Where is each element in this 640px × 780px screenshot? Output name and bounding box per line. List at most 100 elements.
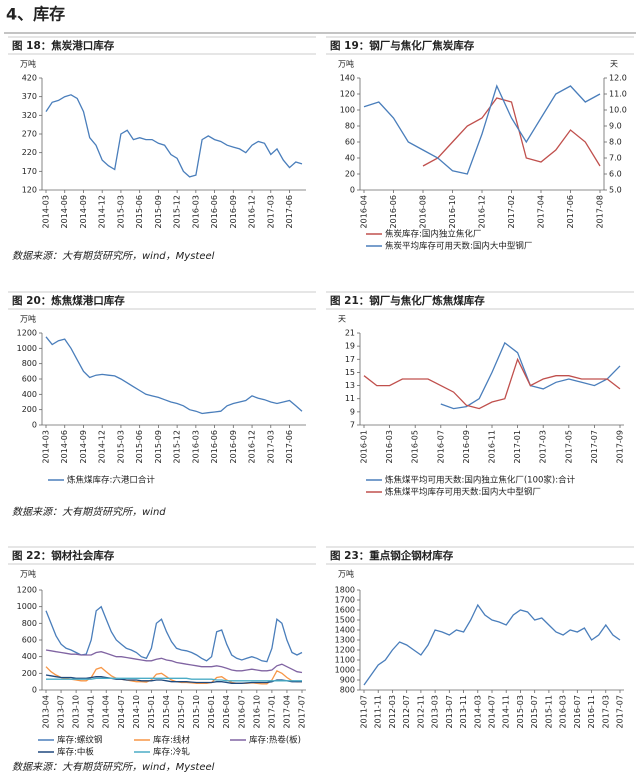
x-tick-label: 2015-09	[154, 430, 163, 463]
x-tick-label: 2017-07	[590, 430, 599, 463]
x-tick-label: 2016-09	[229, 195, 238, 228]
y-tick-label: 600	[22, 375, 37, 384]
series-line	[45, 605, 303, 663]
x-tick-label: 2016-07	[237, 695, 246, 728]
y-tick-label: 60	[345, 138, 355, 147]
x-tick-label: 2016-06	[389, 195, 398, 228]
section-title: 4、库存	[6, 5, 65, 24]
y-tick-label: 1800	[335, 586, 355, 595]
y-tick-label: 7	[350, 421, 355, 430]
y-tick-label: 9	[350, 407, 355, 416]
y2-tick-label: 11.0	[609, 90, 627, 99]
legend-label: 炼焦煤库存:六港口合计	[67, 475, 155, 486]
y-tick-label: 420	[22, 74, 37, 83]
legend-label: 库存:螺纹钢	[57, 735, 102, 746]
x-tick-label: 2016-12	[248, 430, 257, 463]
chart-title: 图 19：钢厂与焦化厂焦炭库存	[330, 39, 475, 52]
y-tick-label: 1700	[335, 596, 355, 605]
series-line	[363, 357, 621, 410]
x-tick-label: 2015-07	[530, 695, 539, 728]
x-tick-label: 2017-07	[616, 695, 625, 728]
series-line	[45, 336, 303, 415]
x-tick-label: 2016-10	[448, 195, 457, 228]
x-tick-label: 2015-07	[177, 695, 186, 728]
x-tick-label: 2013-10	[72, 695, 81, 728]
x-tick-label: 2017-05	[564, 430, 573, 463]
x-tick-label: 2013-11	[459, 695, 468, 728]
x-tick-label: 2015-06	[135, 430, 144, 463]
source-note: 数据来源：大有期货研究所，wind	[12, 506, 166, 518]
y-tick-label: 1200	[17, 586, 37, 595]
x-tick-label: 2017-06	[285, 195, 294, 228]
x-tick-label: 2016-07	[573, 695, 582, 728]
x-tick-label: 2016-06	[210, 195, 219, 228]
x-tick-label: 2016-04	[222, 695, 231, 728]
y-axis-label: 万吨	[20, 314, 36, 324]
x-tick-label: 2013-07	[57, 695, 66, 728]
series-line	[440, 341, 621, 410]
y-tick-label: 220	[22, 148, 37, 157]
y2-tick-label: 10.0	[609, 106, 627, 115]
x-tick-label: 2012-03	[388, 695, 397, 728]
series-line	[45, 94, 303, 178]
x-tick-label: 2016-03	[559, 695, 568, 728]
y-tick-label: 1100	[335, 656, 355, 665]
y-tick-label: 1500	[335, 616, 355, 625]
x-tick-label: 2014-09	[79, 195, 88, 228]
y2-tick-label: 5.0	[609, 186, 622, 195]
y-tick-label: 21	[345, 329, 355, 338]
x-tick-label: 2014-01	[87, 695, 96, 728]
y-tick-label: 1200	[17, 329, 37, 338]
y-tick-label: 400	[22, 390, 37, 399]
y-tick-label: 1000	[335, 666, 355, 675]
x-tick-label: 2015-09	[154, 195, 163, 228]
legend-label: 焦炭库存:国内独立焦化厂	[385, 229, 481, 240]
x-tick-label: 2016-09	[229, 430, 238, 463]
x-tick-label: 2017-02	[507, 195, 516, 228]
x-tick-label: 2015-03	[116, 195, 125, 228]
x-tick-label: 2015-06	[135, 195, 144, 228]
x-tick-label: 2016-03	[191, 195, 200, 228]
series-line	[45, 674, 302, 684]
legend-label: 库存:冷轧	[153, 747, 190, 758]
x-tick-label: 2014-07	[488, 695, 497, 728]
x-tick-label: 2016-12	[248, 195, 257, 228]
y-tick-label: 1200	[335, 646, 355, 655]
chart-title: 图 21：钢厂与焦化厂炼焦煤库存	[330, 294, 485, 307]
x-tick-label: 2015-01	[147, 695, 156, 728]
legend-label: 炼焦煤平均可用天数:国内独立焦化厂(100家):合计	[385, 475, 576, 486]
chart-title: 图 18：焦炭港口库存	[12, 39, 115, 52]
y-tick-label: 19	[345, 342, 355, 351]
x-tick-label: 2017-06	[566, 195, 575, 228]
series-line	[363, 84, 601, 175]
x-tick-label: 2016-03	[385, 430, 394, 463]
x-tick-label: 2017-08	[596, 195, 605, 228]
y-axis-label: 天	[338, 315, 346, 324]
y-axis-label: 万吨	[20, 59, 36, 69]
x-tick-label: 2017-04	[537, 195, 546, 228]
x-tick-label: 2014-06	[60, 430, 69, 463]
x-tick-label: 2014-10	[132, 695, 141, 728]
x-tick-label: 2016-01	[360, 430, 369, 463]
chart-title: 图 20：炼焦煤港口库存	[12, 294, 125, 307]
x-tick-label: 2012-11	[416, 695, 425, 728]
x-tick-label: 2013-03	[431, 695, 440, 728]
x-tick-label: 2014-03	[42, 430, 51, 463]
legend-label: 库存:热卷(板)	[249, 735, 301, 746]
series-line	[46, 677, 302, 682]
y-tick-label: 1000	[17, 602, 37, 611]
x-tick-label: 2015-10	[192, 695, 201, 728]
source-note: 数据来源：大有期货研究所，wind，Mysteel	[12, 250, 215, 262]
y-tick-label: 13	[345, 381, 355, 390]
x-tick-label: 2015-04	[162, 695, 171, 728]
series-line	[422, 97, 601, 167]
x-tick-label: 2014-09	[79, 430, 88, 463]
y-tick-label: 140	[340, 74, 355, 83]
y-tick-label: 200	[22, 405, 37, 414]
y-tick-label: 1300	[335, 636, 355, 645]
y-tick-label: 320	[22, 111, 37, 120]
x-tick-label: 2016-09	[462, 430, 471, 463]
x-tick-label: 2014-11	[502, 695, 511, 728]
chart-title: 图 23：重点钢企钢材库存	[330, 549, 454, 562]
